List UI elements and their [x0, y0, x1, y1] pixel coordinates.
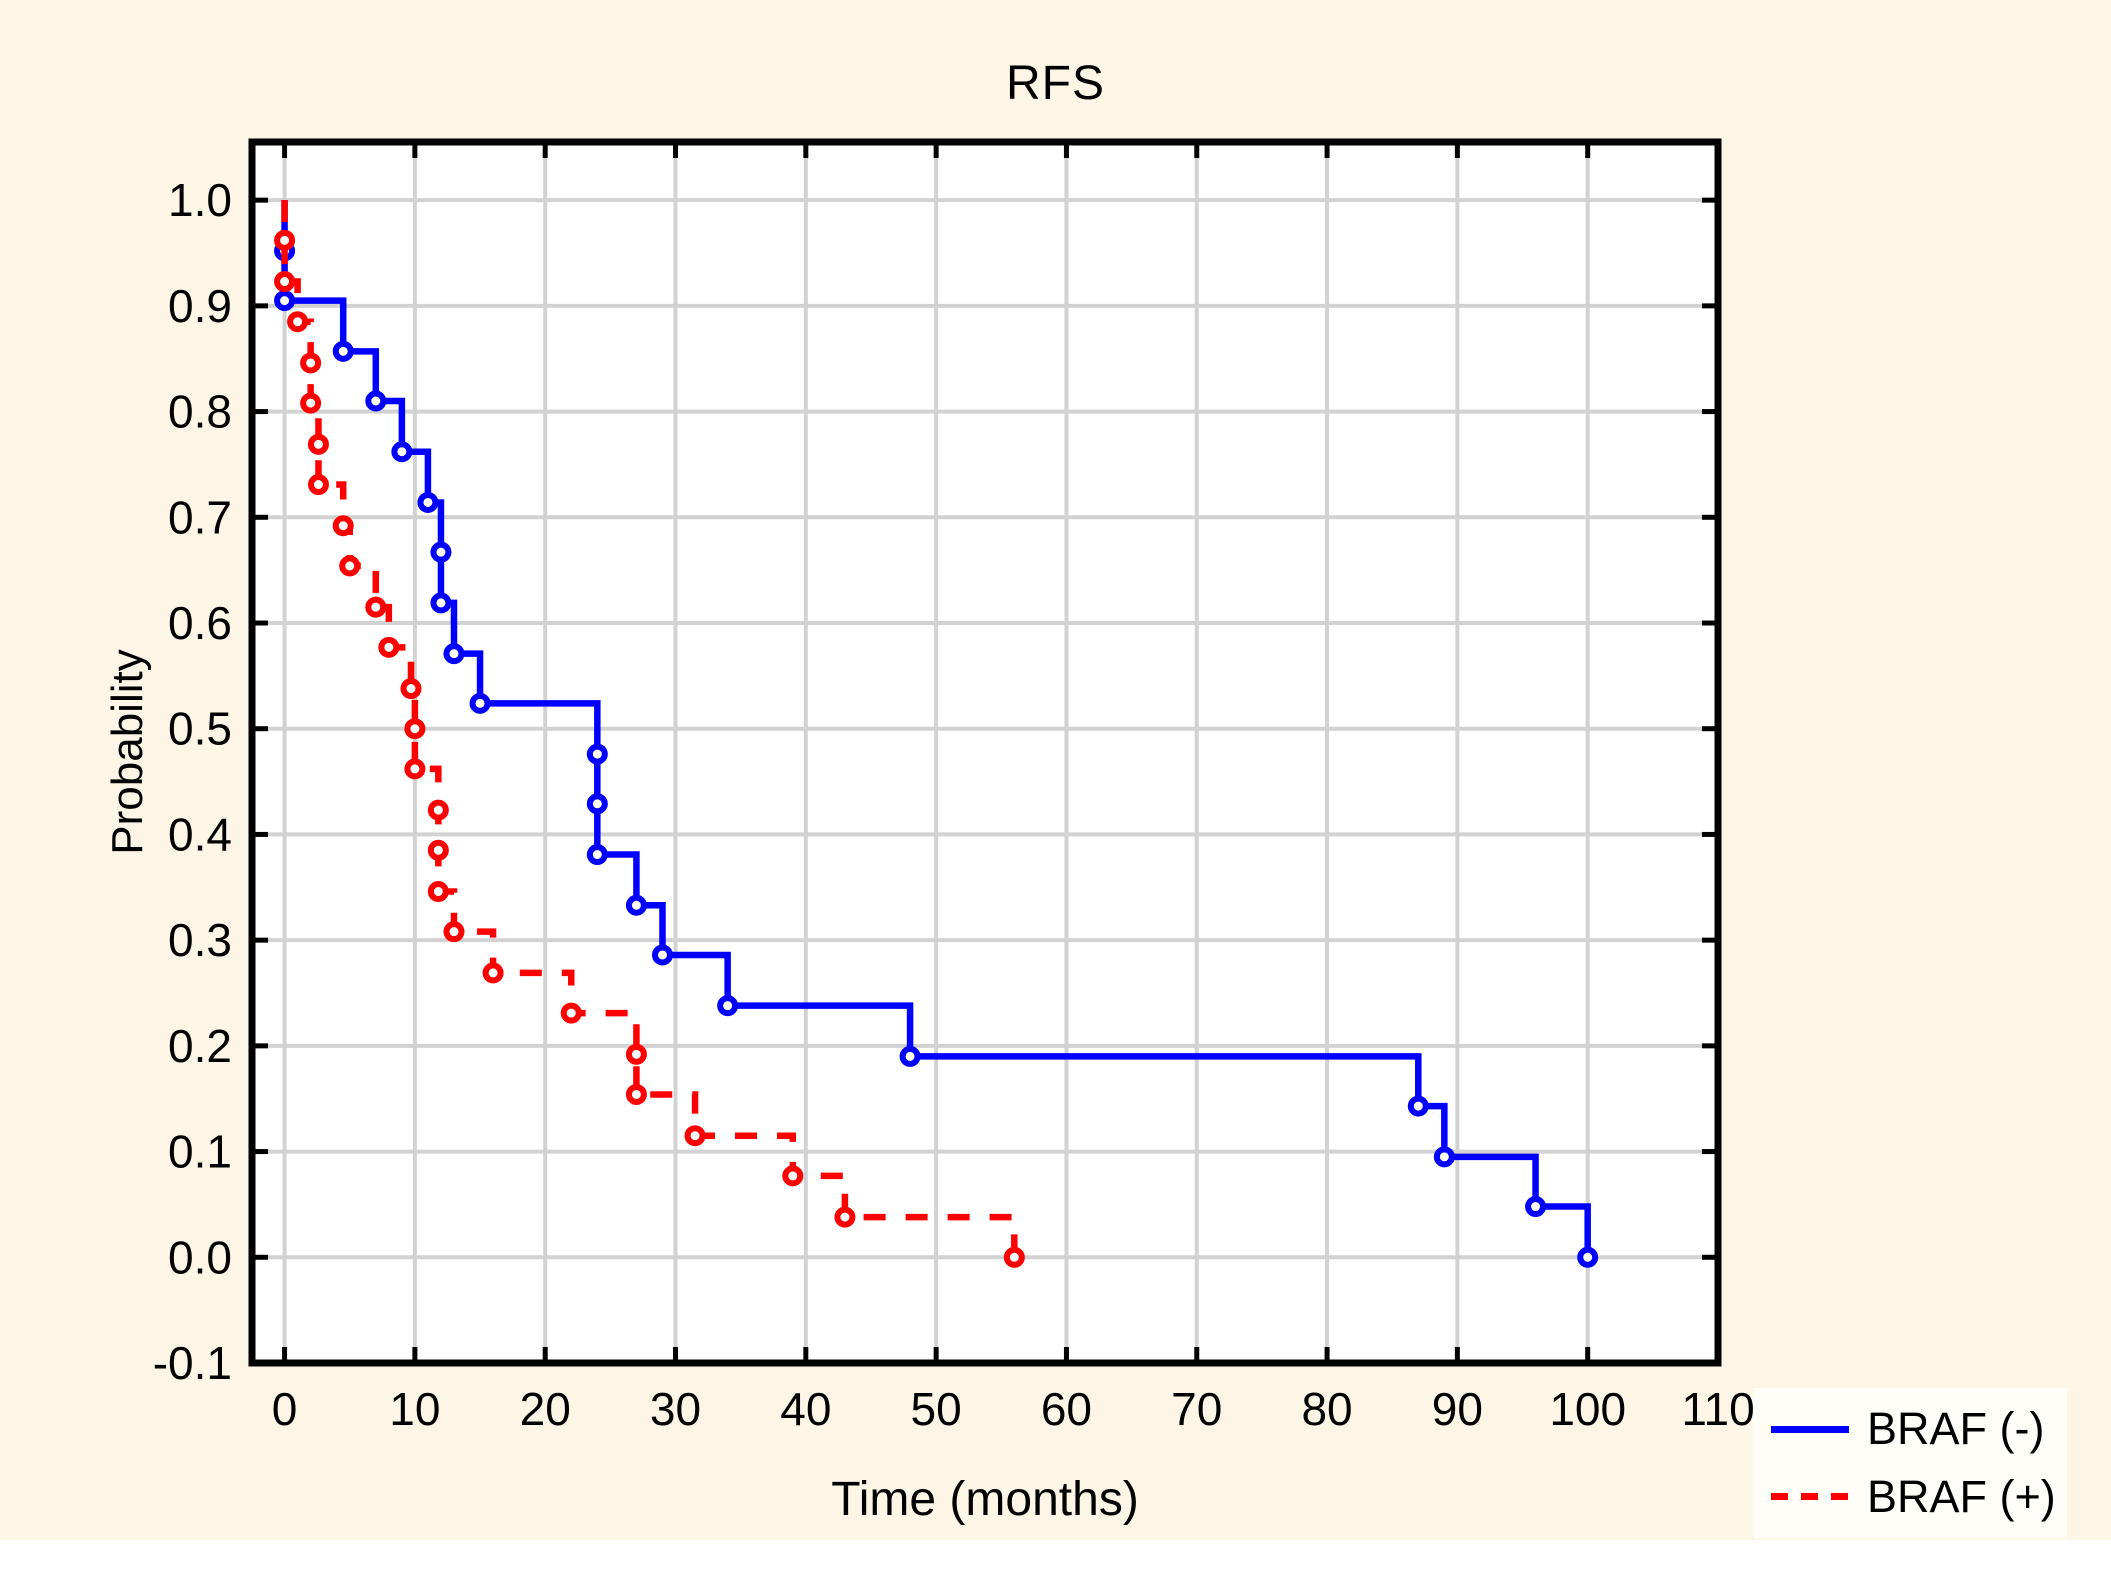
x-tick-label: 30	[650, 1383, 701, 1435]
y-tick-label: 0.9	[168, 280, 232, 332]
data-point-marker	[443, 643, 465, 665]
y-tick-label: 0.2	[168, 1020, 232, 1072]
x-tick-label: 90	[1432, 1383, 1483, 1435]
y-axis-title: Probability	[103, 649, 152, 855]
legend-label-braf-positive: BRAF (+)	[1867, 1470, 2056, 1522]
data-point-marker	[365, 390, 387, 412]
series-braf-negative	[274, 200, 1599, 1268]
data-point-marker	[300, 352, 322, 374]
data-point-marker	[332, 340, 354, 362]
data-point-marker	[274, 290, 296, 312]
data-point-marker	[307, 474, 329, 496]
data-point-marker	[1433, 1146, 1455, 1168]
data-point-marker	[427, 881, 449, 903]
plot-border	[248, 138, 1722, 1367]
y-tick-label: 0.1	[168, 1126, 232, 1178]
data-point-marker	[332, 515, 354, 537]
y-tick-label: 0.8	[168, 386, 232, 438]
data-point-marker	[1407, 1095, 1429, 1117]
data-point-marker	[586, 793, 608, 815]
y-tick-label: 0.5	[168, 703, 232, 755]
x-tick-label: 40	[780, 1383, 831, 1435]
y-tick-label: 0.6	[168, 597, 232, 649]
data-point-marker	[782, 1165, 804, 1187]
data-point-marker	[339, 555, 361, 577]
data-point-marker	[307, 433, 329, 455]
data-point-marker	[899, 1045, 921, 1067]
data-point-marker	[684, 1125, 706, 1147]
data-point-marker	[274, 271, 296, 293]
data-point-marker	[404, 718, 426, 740]
data-point-marker	[417, 491, 439, 513]
bottom-page-margin	[0, 1540, 2111, 1571]
data-point-marker	[287, 311, 309, 333]
data-point-marker	[482, 962, 504, 984]
data-point-marker	[404, 758, 426, 780]
data-point-marker	[625, 894, 647, 916]
y-tick-label: 0.7	[168, 491, 232, 543]
x-tick-label: 110	[1681, 1383, 1754, 1435]
data-point-marker	[586, 844, 608, 866]
y-tick-label: 1.0	[168, 174, 232, 226]
data-point-marker	[1525, 1196, 1547, 1218]
data-point-marker	[391, 441, 413, 463]
data-point-marker	[443, 921, 465, 943]
x-tick-label: 0	[272, 1383, 298, 1435]
series-braf-positive	[274, 200, 1025, 1268]
data-point-marker	[469, 692, 491, 714]
y-tick-labels: -0.1 0.0 0.1 0.2 0.3 0.4 0.5 0.6 0.7 0.8 0.9 1.0	[153, 174, 232, 1389]
y-tick-label: 0.4	[168, 808, 232, 860]
data-point-marker	[427, 799, 449, 821]
data-point-marker	[586, 743, 608, 765]
data-point-marker	[717, 995, 739, 1017]
data-point-marker	[400, 678, 422, 700]
x-tick-label: 80	[1301, 1383, 1352, 1435]
y-tick-label: 0.3	[168, 914, 232, 966]
legend-item-braf-negative: BRAF (-)	[1771, 1403, 2067, 1455]
data-point-marker	[430, 592, 452, 614]
legend-label-braf-negative: BRAF (-)	[1867, 1403, 2045, 1455]
x-tick-label: 60	[1041, 1383, 1092, 1435]
x-tick-labels: 0 10 20 30 40 50 60 70 80 90 100 110	[272, 1383, 1755, 1435]
x-axis-title: Time (months)	[831, 1473, 1139, 1526]
legend-item-braf-positive: BRAF (+)	[1771, 1471, 2067, 1523]
solid-line-swatch-icon	[1771, 1425, 1849, 1433]
x-tick-label: 70	[1171, 1383, 1222, 1435]
data-point-marker	[300, 392, 322, 414]
data-point-marker	[625, 1043, 647, 1065]
data-point-marker	[625, 1083, 647, 1105]
chart-title: RFS	[1006, 57, 1105, 110]
plot-area	[252, 142, 1718, 1363]
data-point-marker	[378, 636, 400, 658]
data-point-marker	[560, 1002, 582, 1024]
x-tick-label: 100	[1549, 1383, 1626, 1435]
data-point-marker	[427, 839, 449, 861]
dashed-line-swatch-icon	[1771, 1493, 1849, 1501]
data-point-marker	[365, 596, 387, 618]
y-tick-label: 0.0	[168, 1231, 232, 1283]
data-point-marker	[651, 944, 673, 966]
legend: BRAF (-) BRAF (+)	[1753, 1388, 2067, 1538]
x-tick-label: 20	[520, 1383, 571, 1435]
gridlines	[252, 142, 1718, 1363]
data-point-marker	[1577, 1246, 1599, 1268]
x-tick-label: 10	[389, 1383, 440, 1435]
data-point-marker	[430, 541, 452, 563]
data-point-marker	[1003, 1246, 1025, 1268]
data-point-marker	[274, 229, 296, 251]
y-tick-label: -0.1	[153, 1337, 232, 1389]
x-tick-label: 50	[911, 1383, 962, 1435]
data-point-marker	[834, 1206, 856, 1228]
